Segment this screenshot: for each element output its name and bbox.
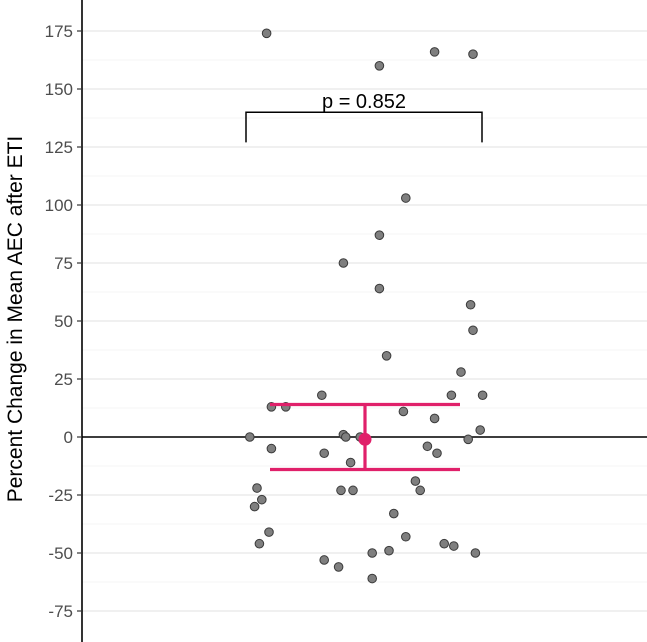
data-point <box>422 441 433 452</box>
data-point <box>470 548 481 558</box>
y-axis-title: Percent Change in Mean AEC after ETI <box>4 136 27 503</box>
y-axis-ticks: 175 150 125 100 75 50 25 0 -25 -50 -75 <box>45 22 82 621</box>
data-point <box>266 443 277 454</box>
significance-bracket: p = 0.852 <box>245 91 483 143</box>
data-point <box>374 230 385 240</box>
y-tick-label: -75 <box>48 602 73 621</box>
data-point <box>398 406 409 417</box>
data-point <box>410 476 421 486</box>
data-point <box>252 483 262 493</box>
y-tick-label: -25 <box>48 486 73 505</box>
data-point <box>465 299 476 310</box>
data-point <box>254 538 265 549</box>
mean-point <box>358 432 372 446</box>
p-value-label: p = 0.852 <box>322 91 406 113</box>
y-tick-label: 150 <box>45 80 73 99</box>
data-point <box>348 485 358 496</box>
data-point <box>257 494 267 505</box>
data-point <box>338 258 349 268</box>
y-tick-label: 100 <box>45 196 73 215</box>
y-tick-label: 75 <box>54 254 73 273</box>
data-point <box>319 555 330 565</box>
data-point <box>264 527 274 537</box>
data-point <box>449 541 459 551</box>
data-point <box>468 325 478 336</box>
data-point <box>477 390 488 401</box>
data-point <box>336 485 346 496</box>
data-point <box>367 573 378 584</box>
data-point <box>401 193 411 203</box>
data-point <box>333 562 344 572</box>
data-point <box>345 457 356 468</box>
data-point <box>446 390 457 401</box>
y-tick-label: -50 <box>48 544 73 563</box>
data-point <box>429 413 440 424</box>
data-point <box>367 548 378 558</box>
data-point <box>261 28 272 39</box>
data-point <box>249 501 260 512</box>
data-point <box>401 531 411 542</box>
y-tick-label: 175 <box>45 22 73 41</box>
data-point <box>475 425 486 435</box>
y-tick-label: 50 <box>54 312 73 331</box>
data-point <box>468 49 478 60</box>
gridlines <box>82 30 647 612</box>
data-point <box>384 545 394 556</box>
mean-error-bar <box>270 402 460 472</box>
data-point <box>415 485 426 496</box>
bracket-line <box>245 111 483 143</box>
data-point <box>374 61 385 71</box>
data-point <box>432 448 442 459</box>
data-point <box>374 283 385 294</box>
data-points <box>245 28 488 584</box>
data-point <box>341 432 351 442</box>
data-point <box>245 432 255 442</box>
y-tick-label: 25 <box>54 370 73 389</box>
data-point <box>319 448 330 459</box>
y-tick-label: 0 <box>64 428 73 447</box>
data-point <box>389 508 399 519</box>
data-point <box>429 47 440 57</box>
data-point <box>456 367 466 377</box>
y-tick-label: 125 <box>45 138 73 157</box>
data-point <box>317 390 327 401</box>
data-point <box>463 434 474 445</box>
data-point <box>439 538 450 549</box>
data-point <box>381 351 392 361</box>
